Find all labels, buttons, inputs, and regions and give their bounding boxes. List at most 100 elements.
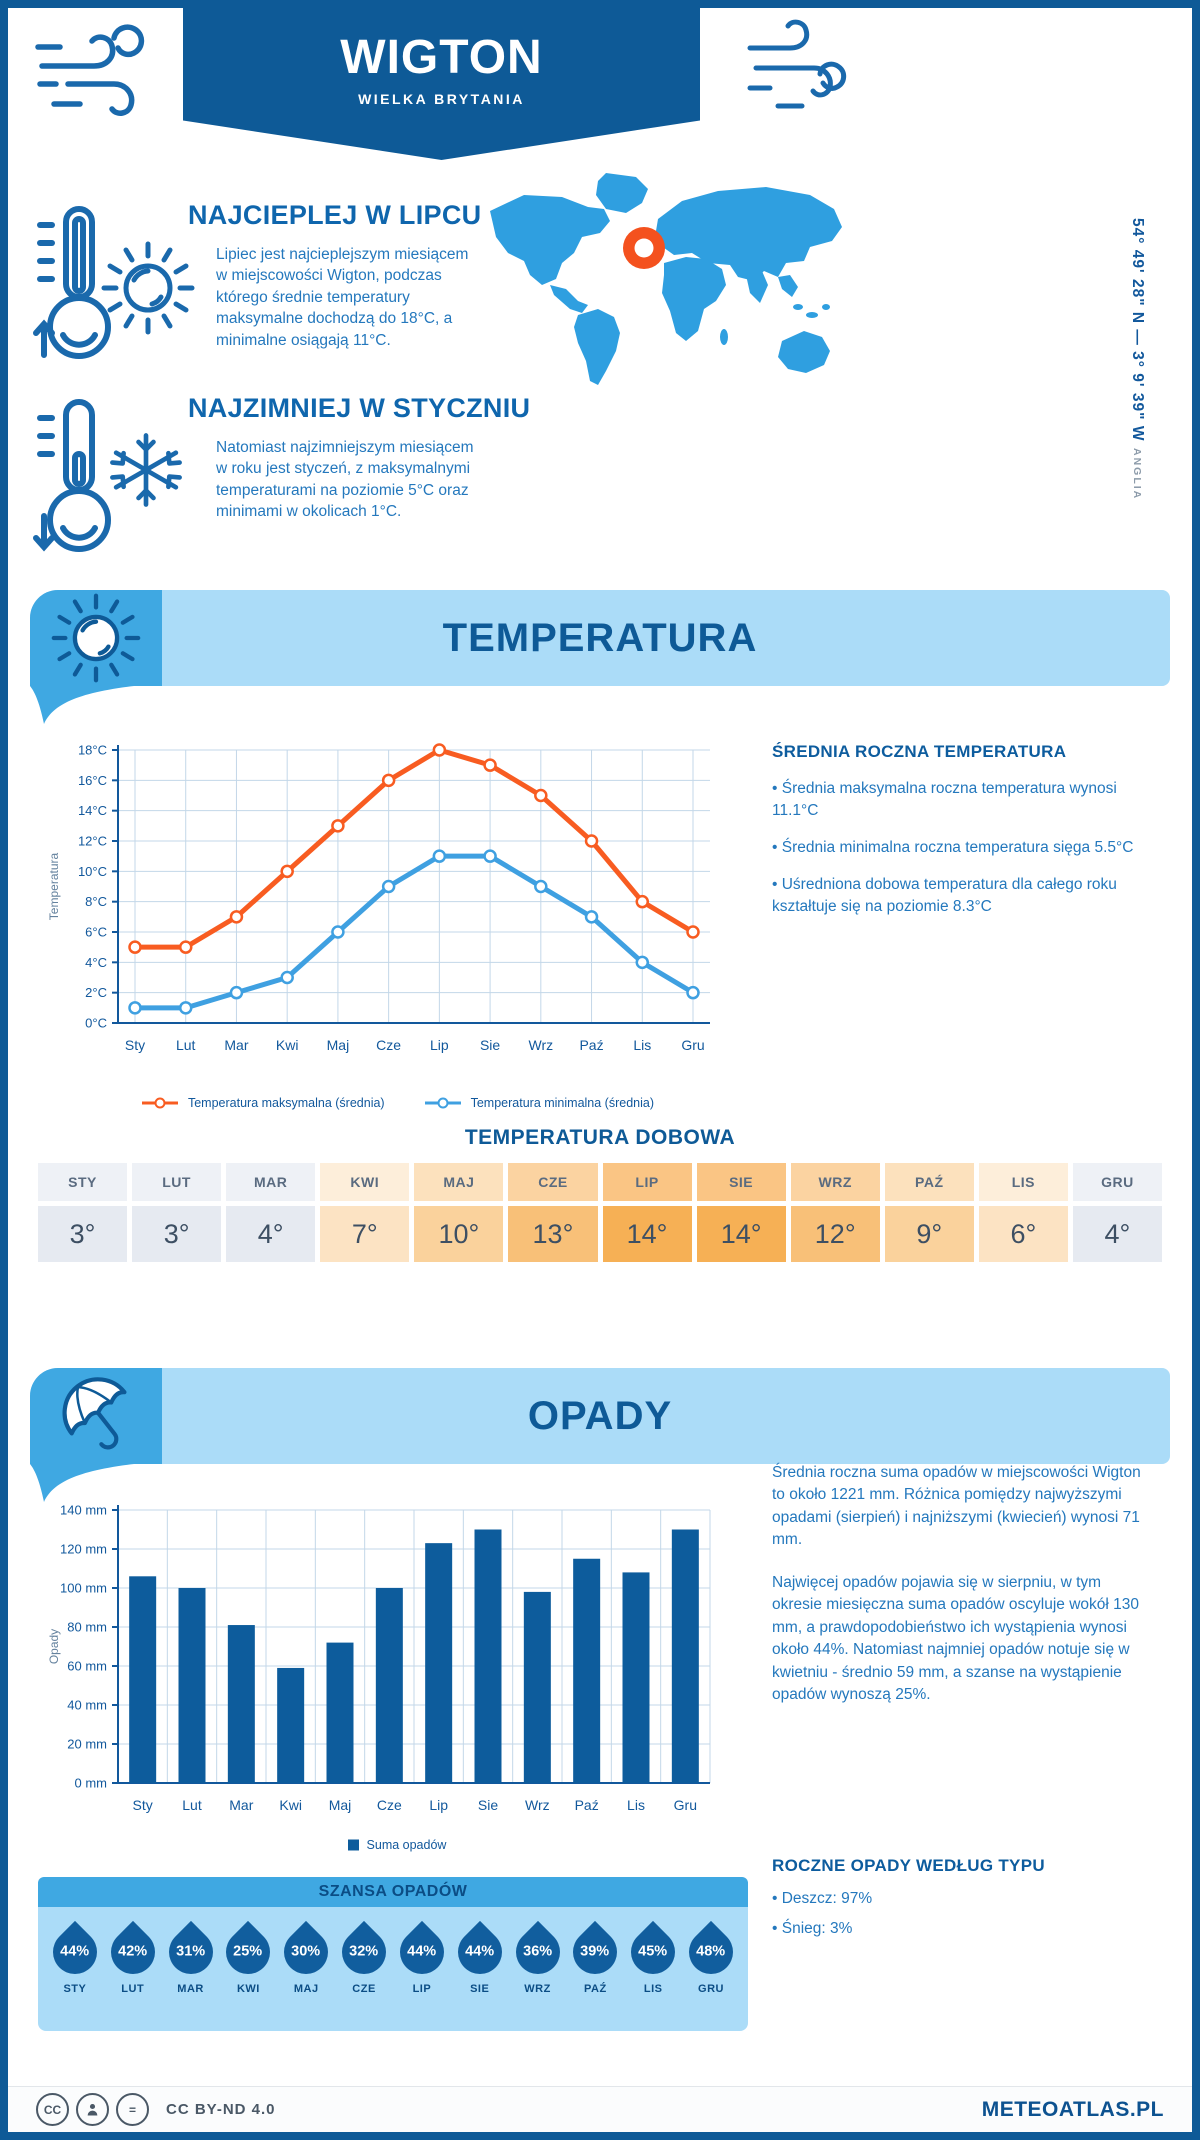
precipitation-type-bullets: Deszcz: 97% Śnieg: 3%	[772, 1888, 1144, 1940]
umbrella-icon	[62, 1377, 127, 1450]
x-tick-label: Kwi	[279, 1797, 302, 1813]
coordinates-value: 54° 49' 28" N — 3° 9' 39" W	[1129, 218, 1146, 442]
precipitation-band-icon-box	[30, 1368, 162, 1464]
bullet-item: Średnia minimalna roczna temperatura się…	[772, 837, 1144, 859]
data-point	[635, 955, 650, 970]
snowflake-icon	[110, 433, 182, 507]
map-australia	[778, 331, 830, 373]
page-subtitle: WIELKA BRYTANIA	[358, 91, 525, 107]
data-point	[635, 894, 650, 909]
daily-temp-value: 10°	[414, 1206, 504, 1262]
cold-title: NAJZIMNIEJ W STYCZNIU	[188, 393, 531, 423]
y-tick-label: 18°C	[78, 743, 107, 758]
x-tick-label: Lip	[430, 1037, 449, 1053]
band-swoosh	[30, 686, 134, 724]
chance-value: 32%	[349, 1944, 379, 1960]
legend-item: Temperatura minimalna (średnia)	[423, 1096, 654, 1110]
daily-temp-column: MAJ 10°	[414, 1163, 504, 1262]
chance-value: 39%	[580, 1944, 610, 1960]
y-tick-label: 12°C	[78, 834, 107, 849]
x-tick-label: Kwi	[276, 1037, 299, 1053]
daily-temp-month: LIS	[978, 1163, 1068, 1201]
x-tick-label: Paź	[575, 1797, 599, 1813]
temperature-panel-title: ŚREDNIA ROCZNA TEMPERATURA	[772, 742, 1067, 761]
daily-temp-value: 12°	[790, 1206, 880, 1262]
temperature-section-band: TEMPERATURA	[30, 590, 1170, 686]
x-tick-label: Lut	[182, 1797, 202, 1813]
daily-temp-column: CZE 13°	[508, 1163, 598, 1262]
chance-month: LIS	[643, 1983, 663, 1995]
data-point	[432, 743, 447, 757]
chance-item: 45% LIS	[622, 1920, 685, 1995]
precipitation-summary-panel: Średnia roczna suma opadów w miejscowośc…	[772, 1462, 1144, 1727]
raindrop-icon: 36%	[506, 1920, 569, 1984]
daily-temp-month: SIE	[696, 1163, 786, 1201]
chance-item: 39% PAŹ	[564, 1920, 627, 1995]
daily-temp-value: 14°	[696, 1206, 786, 1262]
chance-value: 44%	[465, 1944, 495, 1960]
chance-item: 31% MAR	[159, 1920, 222, 1995]
daily-temp-month: MAJ	[414, 1163, 504, 1201]
map-africa	[662, 257, 726, 341]
daily-temp-month: PAŹ	[884, 1163, 974, 1201]
chance-item: 30% MAJ	[275, 1920, 338, 1995]
daily-temp-value: 3°	[38, 1206, 128, 1262]
bullet-item: Uśredniona dobowa temperatura dla całego…	[772, 874, 1144, 918]
data-point	[534, 879, 548, 894]
x-tick-label: Gru	[681, 1037, 704, 1053]
line-series	[135, 853, 695, 1011]
y-tick-label: 8°C	[85, 894, 107, 909]
legend-label: Temperatura maksymalna (średnia)	[187, 1096, 385, 1110]
chance-value: 48%	[696, 1944, 726, 1960]
daily-temperature-table: STY 3° LUT 3° MAR 4° KWI 7° MAJ 10° CZE 13° LIP 14° SI…	[38, 1163, 1162, 1262]
world-map	[490, 173, 842, 385]
data-point	[128, 1001, 142, 1015]
data-point	[178, 1001, 193, 1015]
map-central-america	[550, 285, 588, 313]
map-greenland	[596, 173, 648, 213]
precipitation-chance-block: SZANSA OPADÓW 44% STY 42% LUT 31% MAR 25% KWI 30…	[38, 1877, 748, 2031]
data-point	[584, 834, 599, 848]
chance-value: 25%	[233, 1944, 263, 1960]
chance-value: 44%	[407, 1944, 437, 1960]
data-point	[584, 910, 599, 924]
daily-temp-column: PAŹ 9°	[884, 1163, 974, 1262]
legend-item: Suma opadów	[347, 1838, 446, 1852]
legend-label: Temperatura minimalna (średnia)	[470, 1096, 654, 1110]
x-tick-label: Cze	[376, 1037, 401, 1053]
x-tick-label: Lip	[429, 1797, 448, 1813]
warm-title: NAJCIEPLEJ W LIPCU	[188, 200, 482, 230]
y-tick-label: 10°C	[78, 864, 107, 879]
map-north-america	[490, 195, 610, 285]
y-tick-label: 4°C	[85, 955, 107, 970]
daily-temp-value: 4°	[1072, 1206, 1162, 1262]
daily-temp-column: STY 3°	[38, 1163, 128, 1262]
daily-temp-column: LIS 6°	[978, 1163, 1068, 1262]
chance-month: KWI	[236, 1983, 260, 1995]
bar	[227, 1625, 255, 1783]
daily-temp-value: 9°	[884, 1206, 974, 1262]
sun-icon	[101, 241, 195, 335]
thermometer-high-icon	[33, 206, 111, 359]
chance-value: 36%	[523, 1944, 553, 1960]
wind-icon	[747, 19, 847, 109]
data-point	[686, 925, 700, 939]
x-tick-label: Maj	[329, 1797, 352, 1813]
precipitation-type-panel: ROCZNE OPADY WEDŁUG TYPU Deszcz: 97% Śnie…	[772, 1856, 1144, 1948]
chance-item: 44% SIE	[448, 1920, 511, 1995]
data-point	[280, 864, 294, 879]
bar	[129, 1576, 157, 1783]
data-point	[534, 788, 548, 803]
data-point	[381, 773, 396, 788]
daily-temp-month: STY	[38, 1163, 128, 1201]
x-tick-label: Gru	[674, 1797, 697, 1813]
warm-text: Lipiec jest najcieplejszym miesiącem w m…	[216, 246, 469, 349]
chance-month: GRU	[698, 1983, 724, 1995]
daily-temp-month: GRU	[1072, 1163, 1162, 1201]
bar	[326, 1642, 354, 1783]
sun-icon	[51, 593, 141, 683]
raindrop-icon: 25%	[217, 1920, 280, 1984]
data-point	[128, 940, 142, 954]
x-tick-label: Paź	[579, 1037, 603, 1053]
bullet-item: Deszcz: 97%	[772, 1888, 1144, 1910]
